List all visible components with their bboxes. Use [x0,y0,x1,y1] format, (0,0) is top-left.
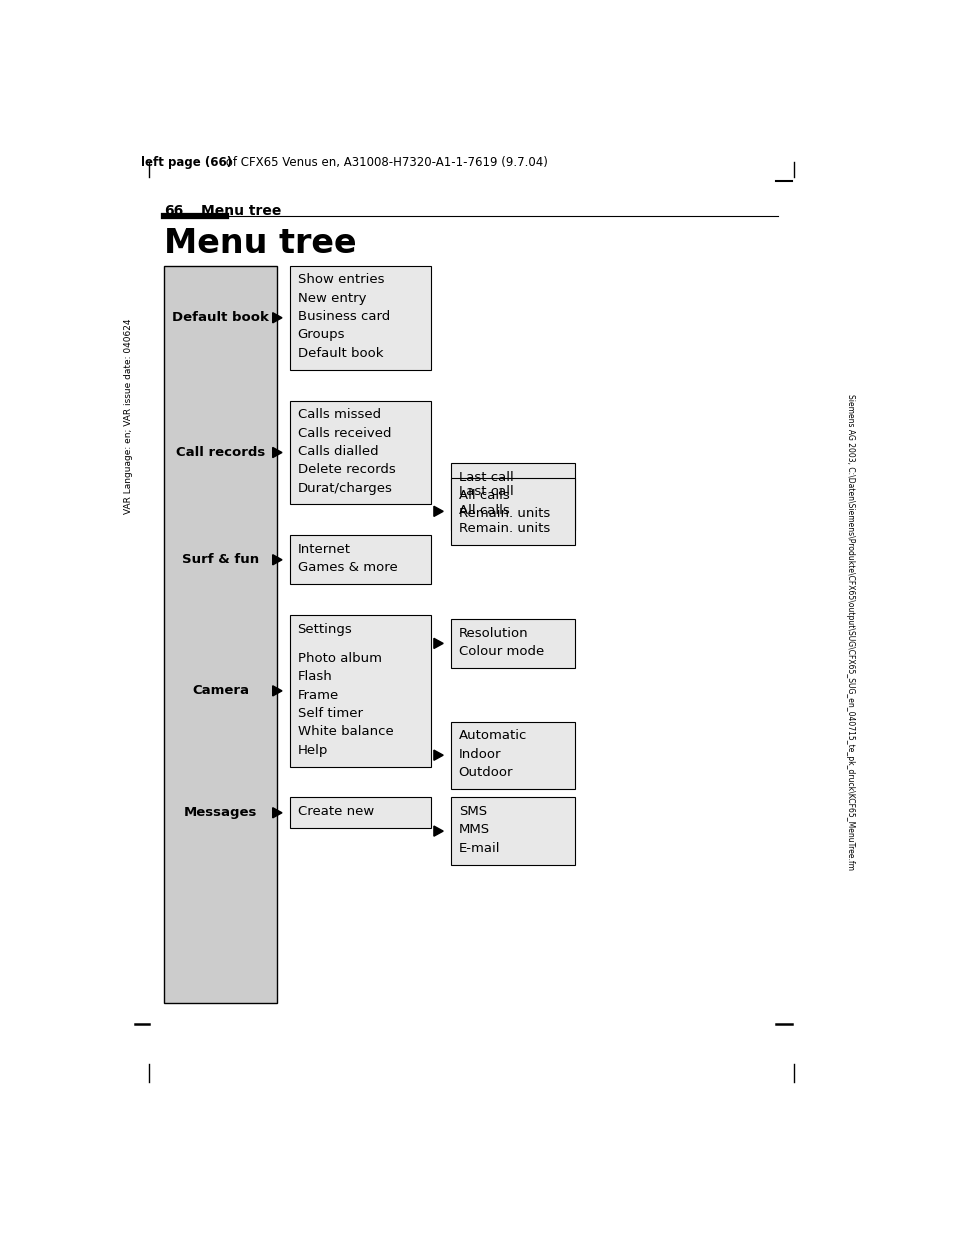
Text: All calls: All calls [458,488,509,502]
Text: Calls received: Calls received [297,426,391,440]
Text: Last call: Last call [458,486,513,498]
Text: Business card: Business card [297,310,390,323]
Text: Menu tree: Menu tree [200,204,281,218]
Polygon shape [434,638,443,648]
Text: All calls: All calls [458,503,509,517]
Polygon shape [273,807,282,817]
Bar [451,477,575,545]
Text: left page (66): left page (66) [141,156,232,168]
Text: Calls dialled: Calls dialled [297,445,377,457]
Text: Call records: Call records [175,446,265,459]
Bar [451,619,575,668]
Bar [290,265,431,370]
Text: Delete records: Delete records [297,464,395,476]
Text: Last call: Last call [458,471,513,483]
Text: Settings: Settings [297,623,352,635]
Bar [451,464,575,531]
Text: MMS: MMS [458,824,489,836]
Polygon shape [273,447,282,457]
Polygon shape [434,750,443,760]
Text: Help: Help [297,744,328,756]
Text: 66: 66 [164,204,183,218]
Text: Camera: Camera [192,684,249,698]
Bar [290,616,431,766]
Text: Games & more: Games & more [297,561,396,574]
Polygon shape [273,313,282,323]
Bar [451,797,575,865]
Text: Default book: Default book [172,312,269,324]
Text: Colour mode: Colour mode [458,645,543,658]
Text: White balance: White balance [297,725,393,739]
Text: Groups: Groups [297,329,345,341]
Text: Resolution: Resolution [458,627,528,639]
Text: of CFX65 Venus en, A31008-H7320-A1-1-7619 (9.7.04): of CFX65 Venus en, A31008-H7320-A1-1-761… [222,156,548,168]
Text: Indoor: Indoor [458,748,500,760]
Text: Photo album: Photo album [297,652,381,665]
Text: E-mail: E-mail [458,842,499,855]
Text: Frame: Frame [297,689,338,701]
Bar [290,797,431,829]
Bar [290,400,431,505]
Bar [451,721,575,789]
Bar [164,265,276,1003]
Text: Automatic: Automatic [458,729,526,743]
Text: Remain. units: Remain. units [458,522,549,535]
Text: Outdoor: Outdoor [458,766,513,779]
Text: Remain. units: Remain. units [458,507,549,521]
Text: New entry: New entry [297,292,366,305]
Text: Menu tree: Menu tree [164,227,356,259]
Polygon shape [434,506,443,516]
Polygon shape [434,826,443,836]
Text: Surf & fun: Surf & fun [182,553,258,566]
Text: VAR Language: en; VAR issue date: 040624: VAR Language: en; VAR issue date: 040624 [124,318,132,513]
Text: SMS: SMS [458,805,486,819]
Text: Create new: Create new [297,805,374,819]
Text: Calls missed: Calls missed [297,409,380,421]
Text: Self timer: Self timer [297,706,362,720]
Polygon shape [273,554,282,564]
Text: Show entries: Show entries [297,273,384,287]
Text: Internet: Internet [297,543,350,556]
Text: Siemens AG 2003, C:\Daten\Siemens\Produkte\CFX65\output\SUG\CFX65_SUG_en_040715_: Siemens AG 2003, C:\Daten\Siemens\Produk… [845,394,855,870]
Text: Default book: Default book [297,346,382,360]
Polygon shape [273,685,282,697]
Text: Durat/charges: Durat/charges [297,481,392,495]
Text: Flash: Flash [297,670,332,683]
Bar [290,536,431,584]
Text: Messages: Messages [184,806,256,820]
